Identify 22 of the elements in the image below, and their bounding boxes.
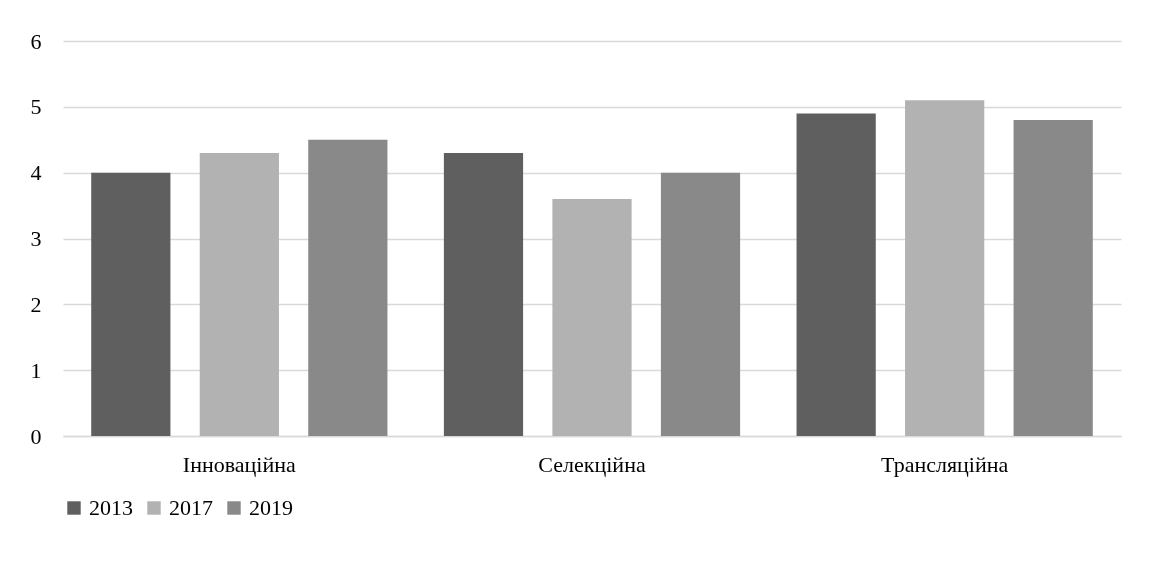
y-tick-label: 6 [30, 28, 42, 54]
y-tick-label: 5 [30, 94, 42, 120]
bar [905, 100, 985, 436]
y-tick-label: 1 [30, 357, 42, 383]
x-tick-label: Селекційна [538, 451, 646, 477]
x-tick-label: Інноваційна [182, 451, 297, 477]
bar [443, 152, 524, 436]
bar [199, 152, 279, 436]
bar [308, 139, 388, 436]
y-tick-label: 2 [30, 291, 42, 317]
legend-label: 2017 [169, 495, 213, 520]
legend-label: 2019 [249, 495, 293, 520]
bar [91, 172, 171, 436]
bar [660, 172, 741, 436]
bar [796, 113, 876, 436]
y-tick-label: 0 [30, 423, 42, 449]
legend-label: 2013 [89, 495, 133, 520]
y-tick-label: 4 [30, 160, 42, 186]
y-tick-label: 3 [30, 226, 42, 251]
x-tick-label: Трансляційна [881, 451, 1009, 477]
bar [1013, 120, 1093, 436]
bar [552, 199, 632, 436]
